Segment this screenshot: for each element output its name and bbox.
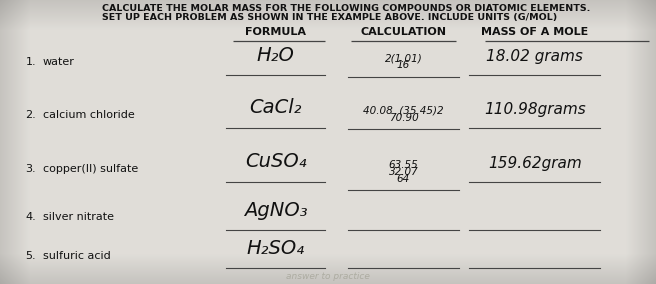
Text: AgNO₃: AgNO₃ [244, 201, 307, 220]
Text: 5.: 5. [26, 250, 36, 261]
Text: water: water [43, 57, 75, 68]
Text: CaCl₂: CaCl₂ [249, 99, 302, 117]
Text: 2.: 2. [26, 110, 36, 120]
Text: MASS OF A MOLE: MASS OF A MOLE [481, 27, 588, 37]
Text: sulfuric acid: sulfuric acid [43, 250, 110, 261]
Text: CuSO₄: CuSO₄ [245, 153, 306, 171]
Text: 64: 64 [397, 174, 410, 184]
Text: calcium chloride: calcium chloride [43, 110, 134, 120]
Text: 110.98grams: 110.98grams [483, 102, 586, 117]
Text: 3.: 3. [26, 164, 36, 174]
Text: answer to practice: answer to practice [286, 272, 370, 281]
Text: SET UP EACH PROBLEM AS SHOWN IN THE EXAMPLE ABOVE. INCLUDE UNITS (G/MOL): SET UP EACH PROBLEM AS SHOWN IN THE EXAM… [102, 13, 557, 22]
Text: H₂O: H₂O [256, 46, 295, 65]
Text: 4.: 4. [26, 212, 36, 222]
Text: 159.62gram: 159.62gram [488, 156, 581, 171]
Text: 2(1.01): 2(1.01) [384, 53, 422, 63]
Text: 18.02 grams: 18.02 grams [486, 49, 583, 64]
Text: H₂SO₄: H₂SO₄ [247, 239, 304, 258]
Text: FORMULA: FORMULA [245, 27, 306, 37]
Text: 70.90: 70.90 [388, 113, 419, 123]
Text: copper(II) sulfate: copper(II) sulfate [43, 164, 138, 174]
Text: 40.08  (35.45)2: 40.08 (35.45)2 [363, 106, 443, 116]
Text: 16: 16 [397, 60, 410, 70]
Text: 1.: 1. [26, 57, 36, 68]
Text: silver nitrate: silver nitrate [43, 212, 113, 222]
Text: CALCULATION: CALCULATION [360, 27, 447, 37]
Text: 63.55: 63.55 [388, 160, 419, 170]
Text: 32.07: 32.07 [388, 167, 419, 177]
Text: CALCULATE THE MOLAR MASS FOR THE FOLLOWING COMPOUNDS OR DIATOMIC ELEMENTS.: CALCULATE THE MOLAR MASS FOR THE FOLLOWI… [102, 4, 590, 13]
